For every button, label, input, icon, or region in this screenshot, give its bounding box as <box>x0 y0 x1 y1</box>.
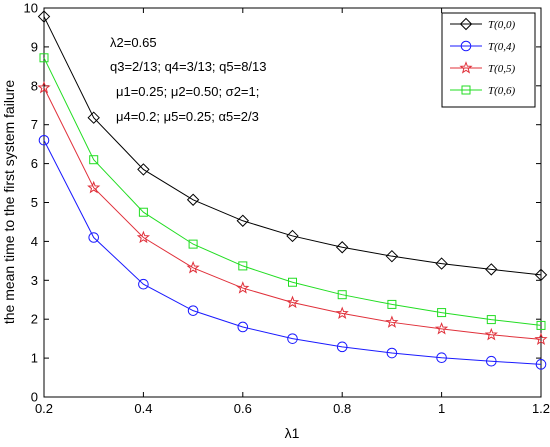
x-axis-label: λ1 <box>285 425 300 441</box>
data-point <box>87 111 100 124</box>
series-line <box>43 16 542 276</box>
parameter-annotation: λ2=0.65 <box>110 35 157 50</box>
series-star <box>37 80 548 346</box>
y-tick-label: 10 <box>24 1 38 16</box>
data-point <box>486 315 496 325</box>
data-point <box>286 229 299 243</box>
series-line <box>43 87 542 340</box>
legend-box <box>441 12 536 108</box>
x-tick-label: 0.4 <box>134 401 152 416</box>
x-tick-label: 1 <box>438 401 445 416</box>
x-tick-label: 1.2 <box>532 401 550 416</box>
legend-label: T(0,5) <box>488 63 516 75</box>
data-point <box>285 295 300 309</box>
axis-ticks <box>43 7 542 398</box>
data-point <box>486 355 497 367</box>
annotations: λ2=0.65 q3=2/13; q4=3/13; q5=8/13 μ1=0.25;… <box>110 35 267 124</box>
legend-marker <box>459 61 473 74</box>
data-point <box>187 305 199 316</box>
series-layer <box>37 10 548 370</box>
series-line <box>43 57 542 326</box>
data-point <box>188 239 198 249</box>
data-point <box>335 306 349 319</box>
data-point <box>387 299 397 309</box>
legend: T(0,0) T(0,4) T(0,5) T(0,6) <box>441 12 536 108</box>
data-point <box>186 193 200 206</box>
y-tick-label: 1 <box>31 351 38 366</box>
data-point <box>89 155 99 165</box>
x-tick-labels: 0.2 0.4 0.6 0.8 1 1.2 <box>35 401 550 416</box>
legend-label: T(0,0) <box>488 19 516 31</box>
y-tick-label: 4 <box>31 234 38 249</box>
data-point <box>435 257 448 270</box>
series-diamond <box>37 10 548 282</box>
data-point <box>237 321 249 333</box>
y-tick-label: 7 <box>31 117 38 132</box>
data-point <box>138 278 149 290</box>
parameter-annotation: μ4=0.2; μ5=0.25; α5=2/3 <box>116 109 259 124</box>
data-point <box>287 333 298 344</box>
y-tick-label: 8 <box>31 78 38 93</box>
data-point <box>386 347 398 359</box>
data-point <box>37 80 51 94</box>
y-tick-label: 0 <box>31 390 38 405</box>
legend-label: T(0,4) <box>488 41 516 53</box>
y-tick-label: 6 <box>31 156 38 171</box>
y-tick-label: 3 <box>31 273 38 288</box>
data-point <box>137 163 150 176</box>
legend-entry: T(0,4) <box>450 40 516 53</box>
x-tick-label: 0.2 <box>35 401 53 416</box>
data-point <box>437 308 447 318</box>
data-point <box>534 268 548 282</box>
data-point <box>337 290 347 300</box>
legend-entry: T(0,0) <box>450 17 516 31</box>
data-point <box>436 352 447 364</box>
legend-marker <box>459 17 473 31</box>
data-point <box>138 207 148 217</box>
series-square <box>39 53 546 330</box>
legend-label: T(0,6) <box>488 85 516 97</box>
data-point <box>534 332 548 346</box>
series-circle <box>38 134 547 370</box>
y-tick-label: 9 <box>31 39 38 54</box>
data-point <box>485 263 498 276</box>
x-tick-label: 0.8 <box>333 401 351 416</box>
data-point <box>186 260 200 274</box>
data-point <box>38 134 50 146</box>
parameter-annotation: q3=2/13; q4=3/13; q5=8/13 <box>110 59 267 74</box>
data-point <box>336 341 348 353</box>
series-line <box>43 140 542 365</box>
data-point <box>335 241 349 254</box>
parameter-annotation: μ1=0.25; μ2=0.50; σ2=1; <box>116 84 259 99</box>
x-tick-label: 0.6 <box>234 401 252 416</box>
data-point <box>435 322 449 335</box>
y-tick-labels: 0 1 2 3 4 5 6 7 8 9 10 <box>24 1 38 405</box>
data-point <box>535 359 547 370</box>
data-point <box>288 277 297 287</box>
data-point <box>536 320 546 330</box>
data-point <box>136 230 150 244</box>
data-point <box>385 249 399 263</box>
data-point <box>87 180 101 194</box>
data-point <box>236 281 250 294</box>
legend-marker <box>461 85 471 95</box>
legend-marker <box>460 40 472 52</box>
y-axis-label: the mean time to the first system failur… <box>1 80 17 325</box>
y-tick-label: 2 <box>31 312 38 327</box>
legend-entry: T(0,6) <box>450 85 516 97</box>
data-point <box>39 53 49 63</box>
legend-entry: T(0,5) <box>450 61 516 75</box>
data-point <box>484 327 498 341</box>
data-point <box>385 315 399 328</box>
data-point <box>238 261 248 271</box>
data-point <box>236 214 250 227</box>
data-point <box>88 232 99 243</box>
data-point <box>37 10 51 23</box>
y-tick-label: 5 <box>31 195 38 210</box>
